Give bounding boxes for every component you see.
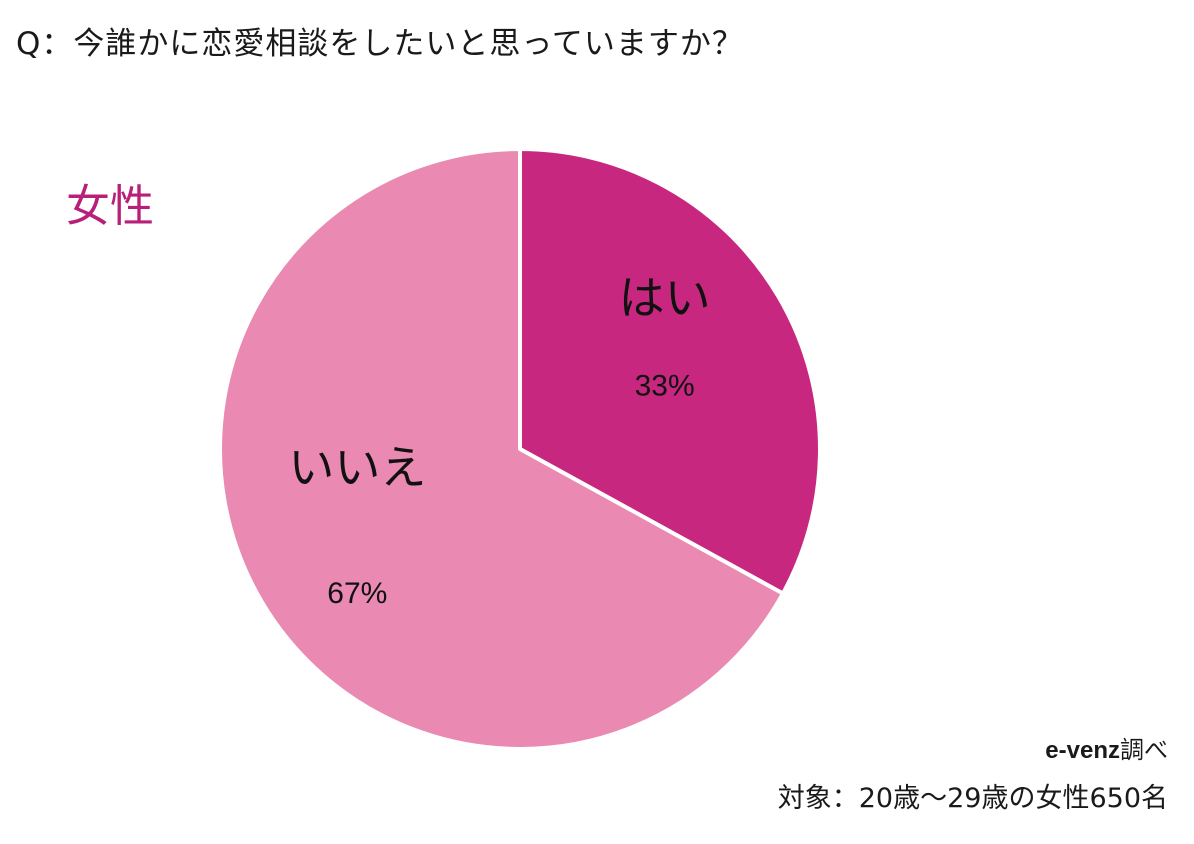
pie-slice-no [218,147,785,751]
slice-percent-yes: 33% [635,369,695,402]
question-title: Q：今誰かに恋愛相談をしたいと思っていますか？ [16,26,744,62]
slice-label-yes: はい [619,271,711,325]
source-credit: e-venz調べ [1045,730,1168,765]
slice-label-no: いいえ [288,441,426,495]
slice-percent-no: 67% [327,577,387,610]
pie-slice-yes [518,147,822,596]
source-brand: e-venz [1045,737,1120,764]
source-suffix: 調べ [1120,736,1168,764]
gender-label: 女性 [66,181,154,232]
survey-target: 対象：20歳〜29歳の女性650名 [777,783,1168,814]
